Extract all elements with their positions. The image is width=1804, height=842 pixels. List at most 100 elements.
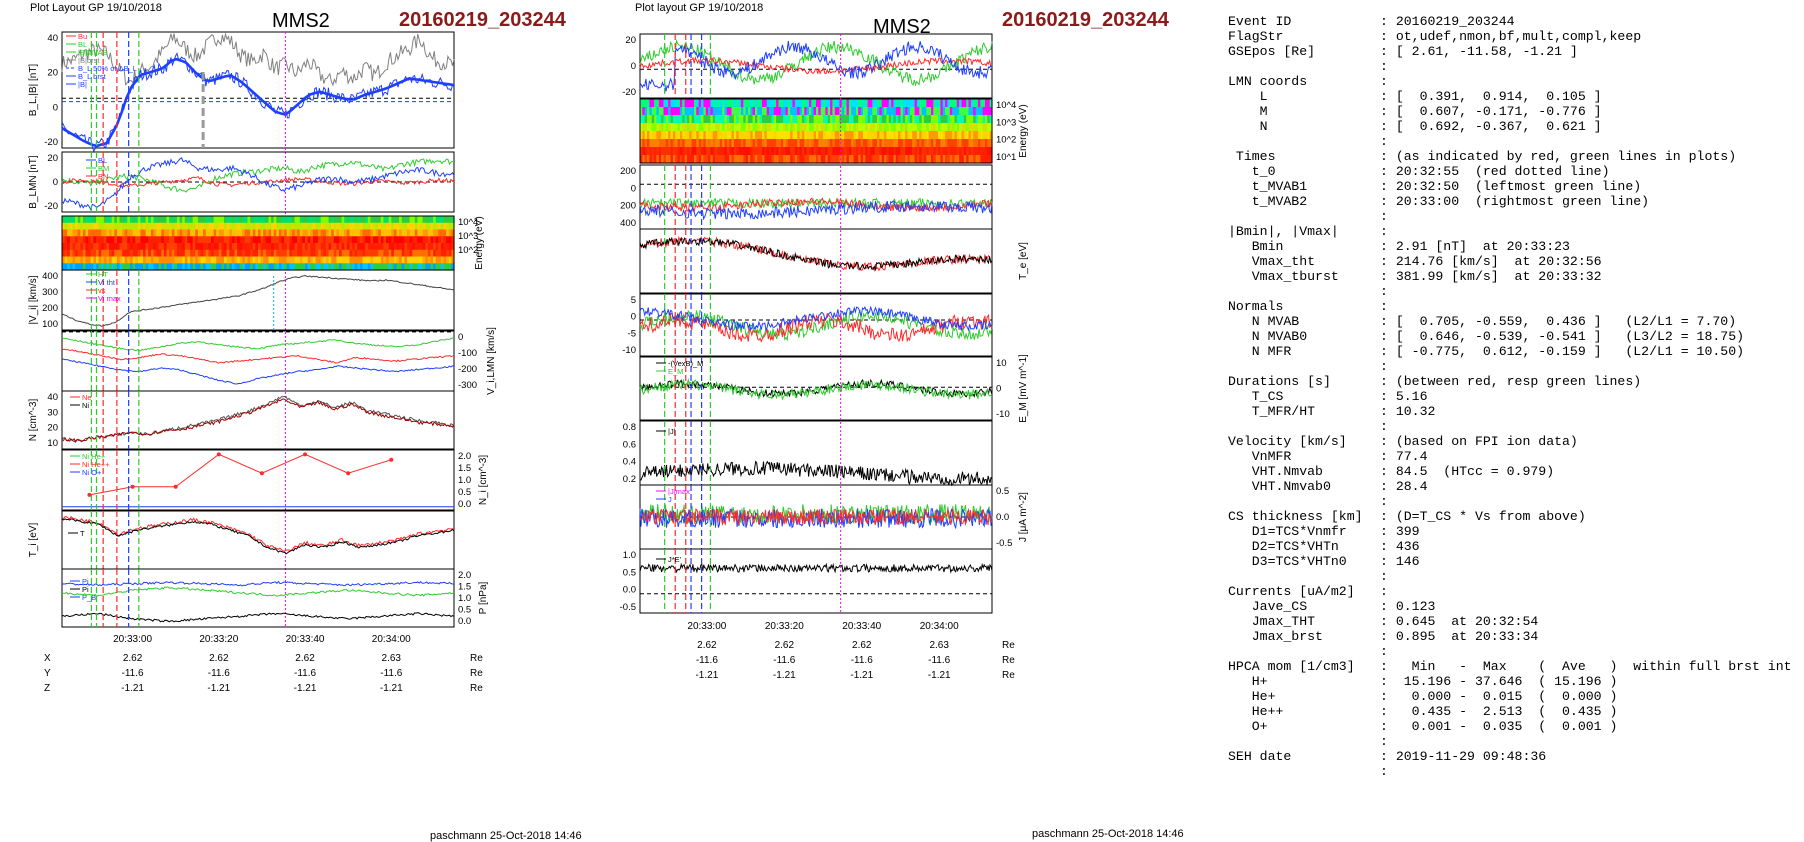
spectrogram-cell [177,236,181,244]
spectrogram-cell [205,263,209,271]
spectrogram-cell [166,222,170,231]
spectrogram-cell [656,99,660,108]
spectrogram-cell [649,107,653,116]
spectrogram-cell [427,222,432,231]
spectrogram-cell [905,107,909,116]
spectrogram-cell [80,256,84,264]
spectrogram-cell [750,99,754,108]
plot-frame [639,33,993,99]
spectrogram-cell [77,263,81,271]
spectrogram-cell [182,216,186,224]
spectrogram-cell [265,222,269,231]
spectrogram-cell [370,243,374,251]
spectrogram-cell [963,99,967,108]
spectrogram-cell [375,222,379,231]
spectrogram-cell [289,222,293,231]
spectrogram-cell [404,222,408,231]
legend-entry: HT [98,270,108,279]
spectrogram-cell [323,222,327,231]
spectrogram-cell [320,256,324,264]
spectrogram-cell [729,155,733,164]
info-row: : [1228,569,1792,584]
spectrogram-cell [935,155,939,164]
spectrogram-cell [905,99,909,108]
spectrogram-cell [367,243,371,251]
spectrogram-cell [284,236,288,244]
spectrogram-cell [174,222,178,231]
spectrogram-cell [642,107,646,116]
spectrogram-cell [234,229,238,237]
spectrogram-cell [62,256,66,264]
spectrogram-cell [192,256,196,264]
spectrogram-cell [663,147,667,156]
spectrogram-cell [649,115,653,124]
spectrogram-cell [135,222,139,231]
spectrogram-cell [273,256,277,264]
spectrogram-cell [109,256,113,264]
spectrogram-cell [197,243,202,251]
spectrogram-cell [75,256,79,264]
info-value: : 214.76 [km/s] at 20:32:56 [1380,254,1602,269]
spectrogram-cell [271,263,275,271]
spectrogram-cell [427,256,432,264]
spectrogram-cell [867,123,871,132]
spectrogram-cell [881,155,885,164]
info-key: Vmax_tht [1228,254,1316,269]
spectrogram-cell [900,131,904,140]
spectrogram-cell [961,115,965,124]
spectrogram-cell [952,139,955,148]
spectrogram-cell [318,229,322,237]
spectrogram-cell [195,256,199,264]
spectrogram-cell [893,99,897,108]
spectrogram-cell [855,123,859,132]
spectrogram-cell [289,243,293,251]
spectrogram-cell [806,155,810,164]
spectrogram-cell [422,229,426,237]
spectrogram-cell [328,263,332,271]
spectrogram-cell [417,243,421,251]
spectrogram-cell [872,115,876,124]
spectrogram-cell [809,99,812,108]
spectrogram-cell [745,107,749,116]
info-key: CS thickness [km] [1228,509,1363,524]
spectrogram-cell [412,222,416,231]
spectrogram-cell [759,147,763,156]
spectrogram-cell [705,155,709,164]
spectrogram-cell [759,123,763,132]
spectrogram-cell [174,249,178,258]
spectrogram-cell [213,263,217,271]
spectrogram-cell [825,139,829,148]
y-tick-label: 0.0 [458,499,471,510]
spectrogram-cell [860,131,864,140]
spectrogram-cell [886,147,890,156]
spectrogram-cell [701,131,704,140]
spectrogram-cell [203,263,207,271]
info-key [1228,284,1380,299]
spectrogram-cell [140,243,144,251]
spectrogram-cell [333,263,337,271]
spectrogram-cell [239,222,243,231]
spectrogram-cell [931,99,934,108]
spectrogram-cell [672,147,676,156]
spectrogram-cell [373,236,377,244]
spectrogram-cell [670,107,674,116]
y-tick-label: 10^4 [458,217,478,228]
spectrogram-cell [328,222,332,231]
spectrogram-cell [816,123,819,132]
spectrogram-cell [378,222,382,231]
spectrogram-cell [213,243,217,251]
spectrogram-cell [778,131,782,140]
spectrogram-cell [119,256,123,264]
spectrogram-cell [862,155,866,164]
spectrogram-cell [712,99,716,108]
spectrogram-cell [116,243,121,251]
spectrogram-cell [811,123,815,132]
spectrogram-cell [448,263,452,271]
spectrogram-cell [187,249,191,258]
spectrogram-cell [150,222,155,231]
spectrogram-cell [811,107,815,116]
spectrogram-cell [907,155,911,164]
spectrogram-cell [380,229,384,237]
spectrogram-cell [846,99,850,108]
spectrogram-cell [811,147,815,156]
